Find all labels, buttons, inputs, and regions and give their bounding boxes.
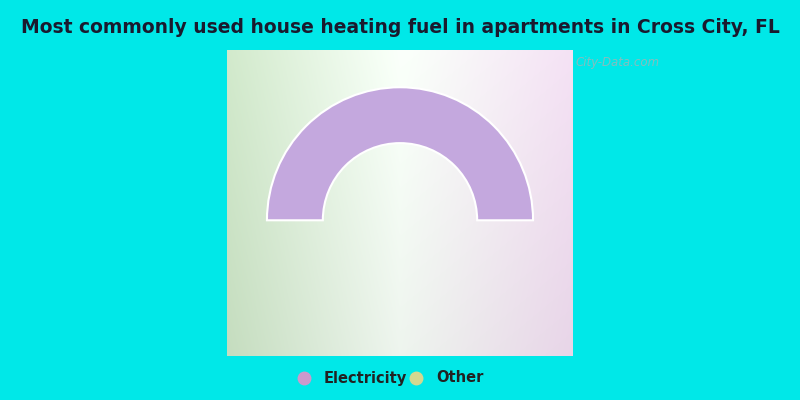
Text: Most commonly used house heating fuel in apartments in Cross City, FL: Most commonly used house heating fuel in… xyxy=(21,18,779,37)
Text: City-Data.com: City-Data.com xyxy=(575,56,659,69)
Text: Electricity: Electricity xyxy=(324,370,407,386)
Wedge shape xyxy=(267,87,533,220)
Text: Other: Other xyxy=(436,370,483,386)
